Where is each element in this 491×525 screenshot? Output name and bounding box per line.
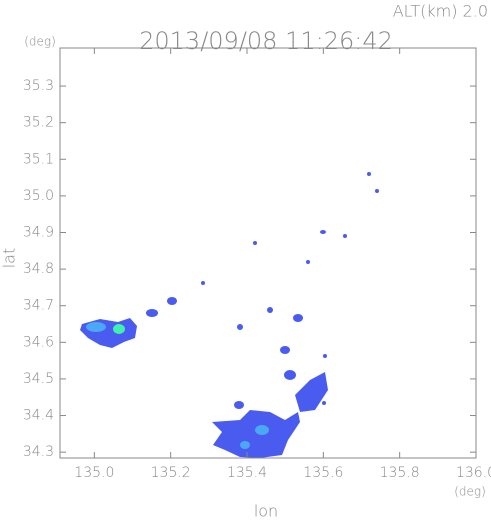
y-tick-label: 34.3 (23, 444, 54, 460)
y-tick-label: 35.1 (23, 151, 54, 167)
y-tick-label: 34.4 (23, 408, 54, 424)
x-tick-label: 135.0 (74, 465, 114, 481)
y-axis-title: lat (0, 248, 19, 269)
y-tick-label: 34.6 (23, 334, 54, 350)
y-tick-label: 34.5 (23, 371, 54, 387)
y-tick-label: 35.3 (23, 78, 54, 94)
altitude-label: ALT(km) 2.0 (393, 2, 488, 21)
x-tick-label: 135.8 (380, 465, 420, 481)
radar-echoes (80, 172, 379, 458)
y-tick-label: 34.9 (23, 225, 54, 241)
y-tick-label: 34.8 (23, 261, 54, 277)
x-axis-title: lon (254, 502, 278, 521)
y-tick-label: 34.7 (23, 298, 54, 314)
x-unit: (deg) (454, 485, 486, 499)
x-tick-label: 136.0 (456, 465, 491, 481)
plot-frame (59, 47, 477, 459)
x-tick-label: 135.4 (227, 465, 267, 481)
chart-title: 2013/09/08 11:26:42 (139, 27, 393, 55)
x-tick-label: 135.6 (303, 465, 343, 481)
y-unit: (deg) (24, 35, 56, 49)
y-tick-label: 35.0 (23, 188, 54, 204)
x-tick-label: 135.2 (151, 465, 191, 481)
y-tick-label: 35.2 (23, 115, 54, 131)
